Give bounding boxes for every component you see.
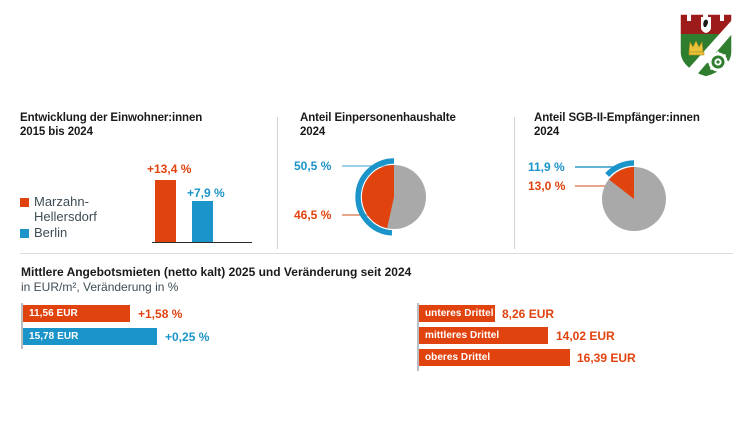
panel-sgb2: Anteil SGB-II-Empfänger:innen 2024 [534, 112, 749, 139]
panel-einwohner-title: Entwicklung der Einwohner:innen 2015 bis… [20, 112, 260, 139]
hbar-unteres-drittel: unteres Drittel [419, 305, 495, 322]
panel-einpersonen-title-line1: Anteil Einpersonenhaushalte [300, 112, 456, 124]
panel-einpersonen-title-line2: 2024 [300, 125, 326, 138]
panel-sgb2-title-line2: 2024 [534, 125, 560, 138]
panel-einpersonenhaushalte: Anteil Einpersonenhaushalte 2024 [300, 112, 510, 139]
legend-item-marzahn-hellersdorf: Marzahn- Hellersdorf [20, 194, 130, 224]
legend-swatch-icon-orange [20, 198, 29, 207]
panel-divider-2 [514, 117, 515, 249]
hbar-change-marzahn: +1,58 % [138, 307, 183, 321]
legend-label-berlin: Berlin [34, 225, 68, 240]
hbar-value-oberes-drittel: 16,39 EUR [577, 351, 636, 365]
legend-item-berlin: Berlin [20, 225, 130, 240]
panel-einwohner: Entwicklung der Einwohner:innen 2015 bis… [20, 112, 260, 139]
section-subtitle-angebotsmieten: in EUR/m², Veränderung in % [21, 280, 179, 294]
hbar-axis-line-left [21, 303, 23, 349]
section-title-angebotsmieten: Mittlere Angebotsmieten (netto kalt) 202… [21, 265, 412, 279]
panel-einwohner-title-line1: Entwicklung der Einwohner:innen [20, 112, 203, 124]
legend-bezirk-berlin: Marzahn- Hellersdorf Berlin [20, 194, 130, 241]
panel-einpersonenhaushalte-title: Anteil Einpersonenhaushalte 2024 [300, 112, 510, 139]
legend-label-marzahn-hellersdorf: Marzahn- Hellersdorf [34, 194, 97, 224]
panel-sgb2-title-line1: Anteil SGB-II-Empfänger:innen [534, 112, 700, 124]
pie-label-berlin-sgb2: 11,9 % [528, 160, 565, 174]
chart-angebotsmieten-vergleich: 11,56 EUR +1,58 % 15,78 EUR +0,25 % [21, 303, 271, 349]
pie-label-berlin-einpersonen: 50,5 % [294, 159, 332, 173]
hbar-label-berlin-miete: 15,78 EUR [29, 331, 79, 342]
legend-label-line1: Marzahn- [34, 194, 89, 209]
column-value-label-berlin: +7,9 % [187, 186, 225, 200]
pie-label-marzahn-sgb2: 13,0 % [528, 179, 566, 193]
panel-einwohner-title-line2: 2015 bis 2024 [20, 125, 93, 138]
section-divider-rule [20, 253, 733, 254]
chart-sgb2-pie: 11,9 % 13,0 % [528, 152, 688, 248]
hbar-label-unteres-drittel: unteres Drittel [425, 308, 494, 319]
column-value-label-marzahn: +13,4 % [147, 162, 192, 176]
hbar-label-mittleres-drittel: mittleres Drittel [425, 330, 500, 341]
hbar-axis-line-right [417, 303, 419, 371]
hbar-value-unteres-drittel: 8,26 EUR [502, 307, 555, 321]
column-bar-marzahn [155, 180, 176, 242]
panel-divider-1 [277, 117, 278, 249]
chart-einwohner-entwicklung: +13,4 % +7,9 % [130, 160, 260, 244]
hbar-label-oberes-drittel: oberes Drittel [425, 352, 491, 363]
hbar-label-marzahn-miete: 11,56 EUR [29, 308, 78, 319]
pie-label-marzahn-einpersonen: 46,5 % [294, 208, 332, 222]
hbar-marzahn-miete: 11,56 EUR [23, 305, 130, 322]
legend-label-line2: Hellersdorf [34, 209, 97, 224]
column-bar-berlin [192, 201, 213, 242]
hbar-berlin-miete: 15,78 EUR [23, 328, 157, 345]
chart-einpersonenhaushalte-pie: 50,5 % 46,5 % [294, 152, 444, 248]
panel-sgb2-title: Anteil SGB-II-Empfänger:innen 2024 [534, 112, 749, 139]
hbar-oberes-drittel: oberes Drittel [419, 349, 570, 366]
hbar-mittleres-drittel: mittleres Drittel [419, 327, 548, 344]
hbar-value-mittleres-drittel: 14,02 EUR [556, 329, 615, 343]
bezirkswappen-crest [678, 12, 734, 78]
legend-swatch-icon-blue [20, 229, 29, 238]
hbar-change-berlin: +0,25 % [165, 330, 210, 344]
chart-angebotsmieten-drittel: unteres Drittel 8,26 EUR mittleres Dritt… [417, 303, 737, 371]
column-chart-baseline [152, 241, 252, 243]
